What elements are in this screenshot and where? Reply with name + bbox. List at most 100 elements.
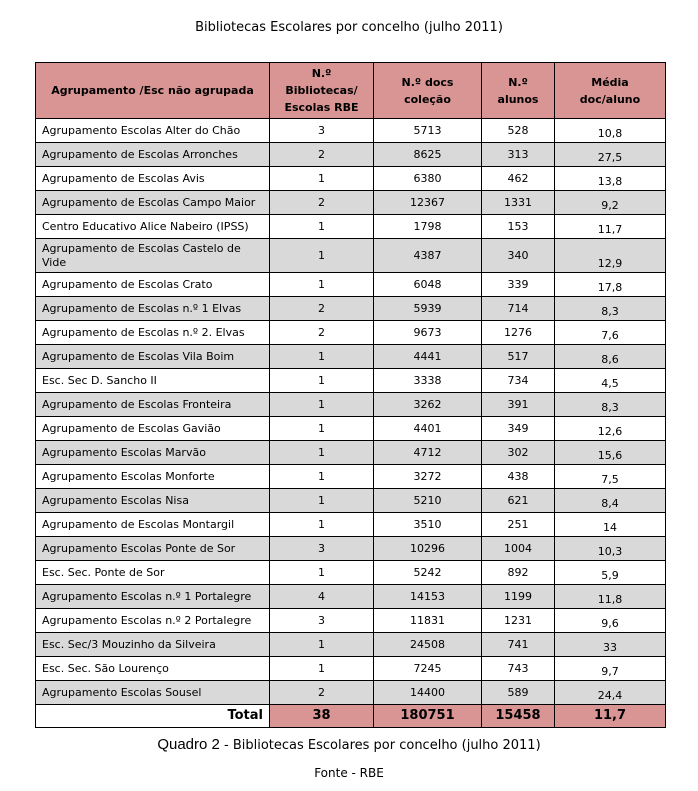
libraries-count: 1 — [269, 344, 374, 369]
total-row: Total 38 180751 15458 11,7 — [35, 704, 666, 728]
table-row: Esc. Sec. Ponte de Sor 1 5242 892 5,9 — [35, 560, 666, 585]
document-title: Bibliotecas Escolares por concelho (julh… — [195, 20, 503, 35]
students-count: 743 — [481, 656, 555, 681]
header-cell: Média doc/aluno — [554, 62, 666, 119]
average-docs: 8,3 — [554, 296, 666, 321]
libraries-count: 3 — [269, 536, 374, 561]
libraries-count: 1 — [269, 166, 374, 191]
school-name: Esc. Sec. São Lourenço — [35, 656, 270, 681]
average-docs: 5,9 — [554, 560, 666, 585]
total-libraries: 38 — [269, 704, 374, 728]
libraries-count: 1 — [269, 488, 374, 513]
average-docs: 7,6 — [554, 320, 666, 345]
header-cell: Agrupamento /Esc não agrupada — [35, 62, 270, 119]
average-docs: 13,8 — [554, 166, 666, 191]
students-count: 1004 — [481, 536, 555, 561]
school-name: Agrupamento de Escolas Gavião — [35, 416, 270, 441]
libraries-count: 2 — [269, 296, 374, 321]
school-name: Agrupamento Escolas Ponte de Sor — [35, 536, 270, 561]
header-cell: N.º alunos — [481, 62, 555, 119]
average-docs: 10,8 — [554, 118, 666, 143]
table-row: Agrupamento de Escolas Gavião 1 4401 349 12,… — [35, 416, 666, 441]
students-count: 517 — [481, 344, 555, 369]
libraries-count: 1 — [269, 440, 374, 465]
libraries-count: 1 — [269, 632, 374, 657]
school-name: Agrupamento de Escolas Crato — [35, 272, 270, 297]
average-docs: 9,7 — [554, 656, 666, 681]
table-row: Agrupamento de Escolas Arronches 2 8625 313… — [35, 142, 666, 167]
table-row: Agrupamento Escolas Alter do Chão 3 5713 52… — [35, 118, 666, 143]
table-row: Agrupamento de Escolas Castelo de Vide 1 4… — [35, 238, 666, 273]
libraries-count: 1 — [269, 416, 374, 441]
table-row: Agrupamento Escolas Sousel 2 14400 589 24,4 — [35, 680, 666, 705]
table-row: Agrupamento Escolas n.º 2 Portalegre 3 118… — [35, 608, 666, 633]
school-name: Agrupamento Escolas Alter do Chão — [35, 118, 270, 143]
average-docs: 8,3 — [554, 392, 666, 417]
header-row: Agrupamento /Esc não agrupada N.º Biblio… — [35, 62, 666, 119]
average-docs: 11,7 — [554, 214, 666, 239]
school-name: Agrupamento de Escolas Fronteira — [35, 392, 270, 417]
table-row: Agrupamento de Escolas Montargil 1 3510 251… — [35, 512, 666, 537]
table-row: Esc. Sec D. Sancho II 1 3338 734 4,5 — [35, 368, 666, 393]
school-name: Agrupamento Escolas Nisa — [35, 488, 270, 513]
libraries-count: 1 — [269, 464, 374, 489]
caption-label: Quadro 2 — [157, 736, 220, 753]
source-note: Fonte - RBE — [314, 766, 384, 780]
average-docs: 10,3 — [554, 536, 666, 561]
school-name: Agrupamento de Escolas n.º 1 Elvas — [35, 296, 270, 321]
school-name: Agrupamento de Escolas Vila Boim — [35, 344, 270, 369]
header-cell: N.º Bibliotecas/ Escolas RBE — [269, 62, 374, 119]
table-row: Agrupamento de Escolas n.º 1 Elvas 2 5939 7… — [35, 296, 666, 321]
table-row: Agrupamento de Escolas Fronteira 1 3262 391… — [35, 392, 666, 417]
total-average: 11,7 — [554, 704, 666, 728]
table-row: Agrupamento Escolas n.º 1 Portalegre 4 141… — [35, 584, 666, 609]
docs-count: 14153 — [373, 584, 482, 609]
table-row: Esc. Sec/3 Mouzinho da Silveira 1 24508 741… — [35, 632, 666, 657]
average-docs: 8,4 — [554, 488, 666, 513]
table-row: Agrupamento de Escolas Crato 1 6048 339 17,8 — [35, 272, 666, 297]
average-docs: 4,5 — [554, 368, 666, 393]
docs-count: 12367 — [373, 190, 482, 215]
docs-count: 5242 — [373, 560, 482, 585]
table-row: Agrupamento de Escolas Avis 1 6380 462 13,8 — [35, 166, 666, 191]
average-docs: 9,6 — [554, 608, 666, 633]
libraries-count: 2 — [269, 680, 374, 705]
docs-count: 4441 — [373, 344, 482, 369]
docs-count: 5210 — [373, 488, 482, 513]
table-row: Centro Educativo Alice Nabeiro (IPSS) 1 17… — [35, 214, 666, 239]
school-name: Esc. Sec/3 Mouzinho da Silveira — [35, 632, 270, 657]
students-count: 251 — [481, 512, 555, 537]
total-docs: 180751 — [373, 704, 482, 728]
students-count: 892 — [481, 560, 555, 585]
libraries-count: 1 — [269, 214, 374, 239]
docs-count: 4387 — [373, 238, 482, 273]
students-count: 714 — [481, 296, 555, 321]
school-name: Agrupamento Escolas Sousel — [35, 680, 270, 705]
header-cell: N.º docs coleção — [373, 62, 482, 119]
school-name: Agrupamento de Escolas Campo Maior — [35, 190, 270, 215]
table-row: Esc. Sec. São Lourenço 1 7245 743 9,7 — [35, 656, 666, 681]
libraries-count: 1 — [269, 368, 374, 393]
libraries-count: 1 — [269, 238, 374, 273]
libraries-table: Agrupamento /Esc não agrupada N.º Biblio… — [35, 62, 666, 728]
school-name: Centro Educativo Alice Nabeiro (IPSS) — [35, 214, 270, 239]
students-count: 1331 — [481, 190, 555, 215]
docs-count: 5713 — [373, 118, 482, 143]
docs-count: 10296 — [373, 536, 482, 561]
average-docs: 15,6 — [554, 440, 666, 465]
libraries-count: 2 — [269, 142, 374, 167]
average-docs: 8,6 — [554, 344, 666, 369]
docs-count: 8625 — [373, 142, 482, 167]
libraries-count: 1 — [269, 392, 374, 417]
libraries-count: 2 — [269, 190, 374, 215]
students-count: 313 — [481, 142, 555, 167]
docs-count: 3262 — [373, 392, 482, 417]
students-count: 734 — [481, 368, 555, 393]
libraries-count: 3 — [269, 608, 374, 633]
table-row: Agrupamento Escolas Nisa 1 5210 621 8,4 — [35, 488, 666, 513]
docs-count: 6048 — [373, 272, 482, 297]
school-name: Agrupamento de Escolas Montargil — [35, 512, 270, 537]
docs-count: 24508 — [373, 632, 482, 657]
docs-count: 9673 — [373, 320, 482, 345]
school-name: Agrupamento de Escolas Avis — [35, 166, 270, 191]
